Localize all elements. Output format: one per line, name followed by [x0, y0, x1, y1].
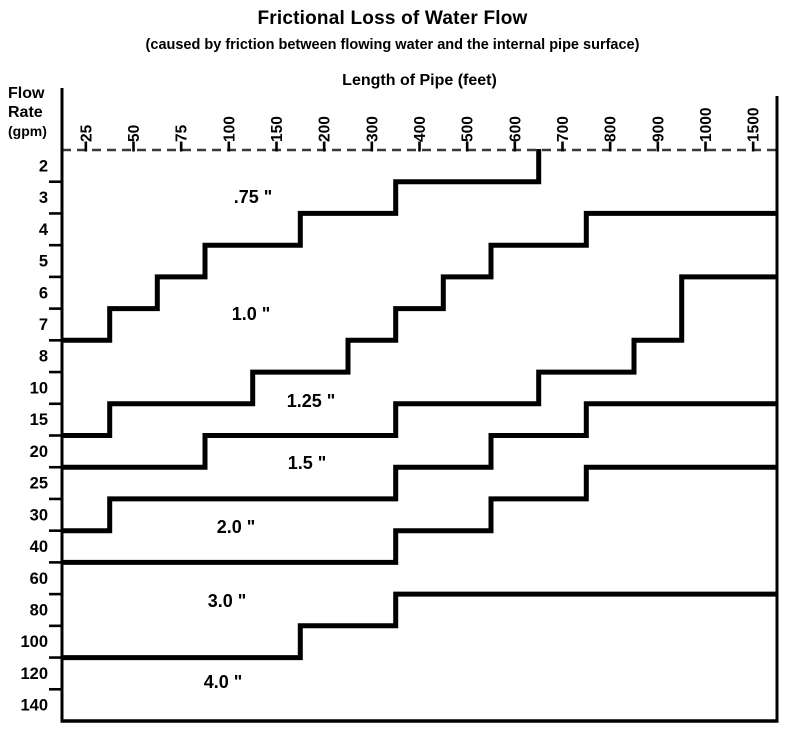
x-tick-label: 300: [364, 116, 381, 142]
pipe-size-label: 1.5 ": [288, 453, 327, 473]
y-axis-title: Flow Rate (gpm): [8, 84, 60, 141]
y-tick-label: 25: [30, 475, 48, 493]
step-curve-3.0in: [62, 591, 777, 661]
x-tick-label: 1000: [698, 108, 715, 142]
x-tick-label: 25: [78, 124, 95, 142]
y-axis-title-line: Rate: [8, 104, 43, 121]
y-tick-label: 3: [39, 189, 48, 207]
pipe-size-label: .75 ": [234, 187, 273, 207]
y-tick-label: 4: [39, 221, 49, 239]
step-curve-.75in: [62, 149, 542, 343]
x-tick-label: 75: [174, 124, 191, 142]
step-curve-2.0in: [62, 464, 777, 565]
page-subtitle: (caused by friction between flowing wate…: [145, 37, 640, 53]
y-tick-label: 60: [30, 570, 48, 588]
x-tick-label: 200: [317, 116, 334, 142]
step-curve-1.0in: [62, 210, 777, 438]
pipe-size-label: 1.0 ": [232, 304, 271, 324]
y-tick-label: 30: [30, 506, 48, 524]
y-tick-label: 6: [39, 284, 48, 302]
x-tick-label: 50: [126, 125, 143, 142]
step-curve-1.25in: [62, 274, 777, 470]
x-tick-label: 400: [412, 116, 429, 142]
x-tick-label: 1500: [746, 108, 763, 142]
x-tick-label: 150: [269, 116, 286, 142]
x-tick-label: 800: [603, 116, 620, 142]
y-tick-label: 5: [39, 253, 48, 271]
y-tick-label: 10: [30, 379, 48, 397]
y-tick-label: 40: [30, 538, 48, 556]
x-tick-label: 600: [507, 116, 524, 142]
step-curve-1.5in: [62, 401, 777, 534]
y-axis-title-line: (gpm): [8, 123, 47, 139]
y-tick-label: 8: [39, 348, 48, 366]
y-tick-label: 100: [20, 633, 48, 651]
y-tick-label: 120: [20, 665, 48, 683]
pipe-size-label: 2.0 ": [217, 517, 256, 537]
y-axis-title-line: Flow: [8, 85, 45, 102]
y-tick-label: 2: [39, 157, 48, 175]
x-tick-label: 900: [650, 116, 667, 142]
x-tick-label: 100: [221, 116, 238, 142]
pipe-size-label: 4.0 ": [204, 672, 243, 692]
y-tick-label: 140: [20, 697, 48, 715]
pipe-size-label: 3.0 ": [208, 591, 247, 611]
x-axis-title: Length of Pipe (feet): [342, 72, 497, 89]
y-tick-label: 7: [39, 316, 48, 334]
page-title: Frictional Loss of Water Flow: [257, 8, 528, 29]
x-tick-label: 500: [460, 116, 477, 142]
pipe-size-label: 1.25 ": [287, 391, 336, 411]
x-tick-label: 700: [555, 116, 572, 142]
y-tick-label: 80: [30, 601, 48, 619]
y-tick-label: 15: [30, 411, 48, 429]
y-tick-label: 20: [30, 443, 48, 461]
